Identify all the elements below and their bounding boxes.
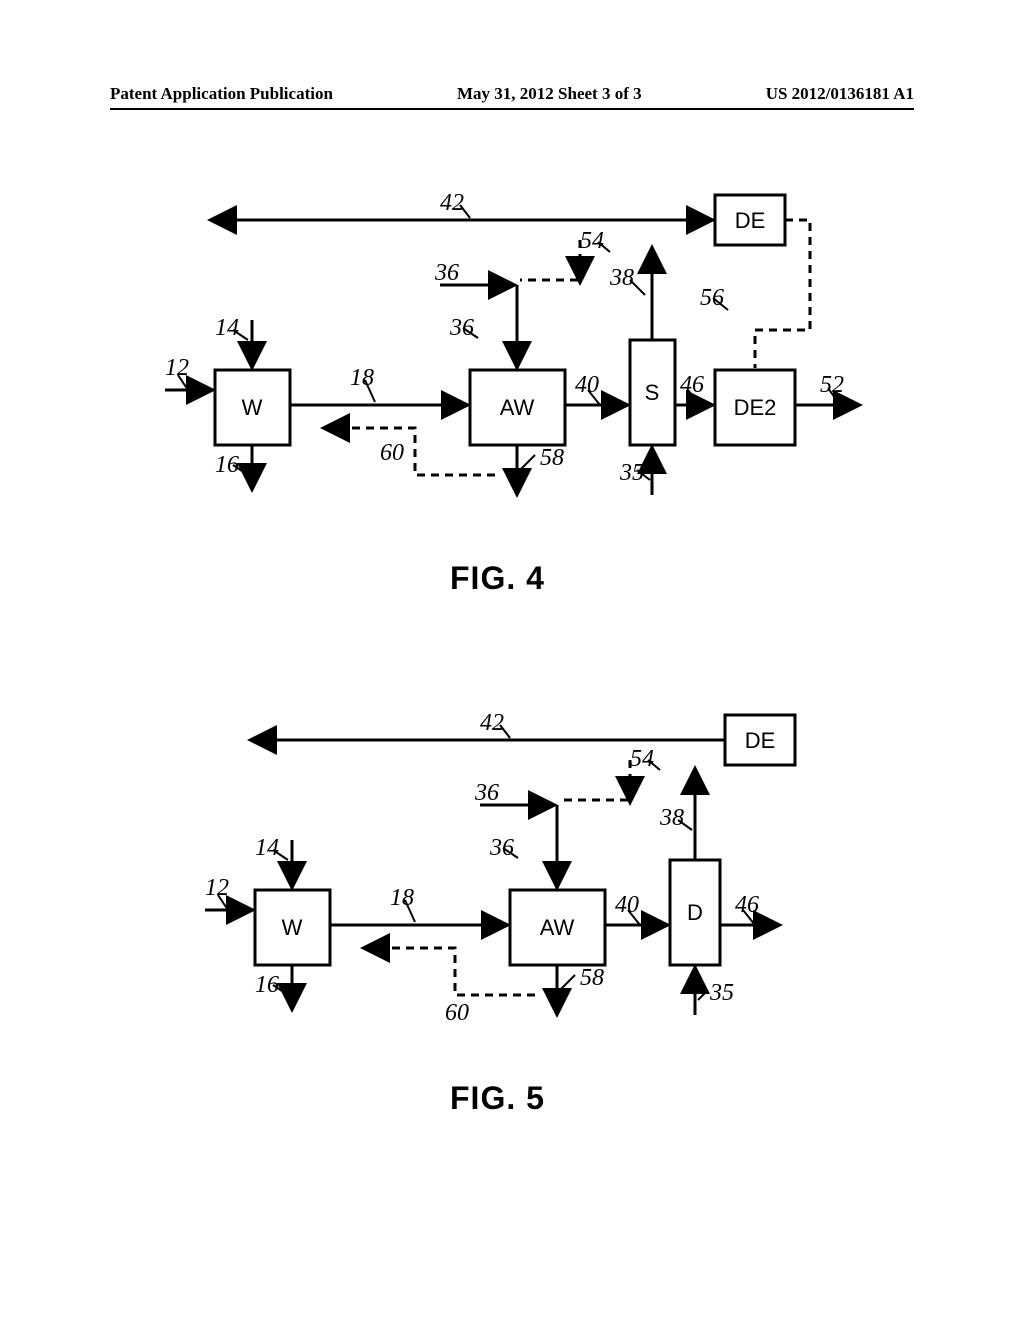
box-aw: AW [500, 395, 535, 420]
ref-14: 14 [215, 315, 239, 341]
ref-40: 40 [575, 372, 599, 398]
box-s: S [645, 380, 660, 405]
ref-16: 16 [215, 452, 239, 478]
ref-18: 18 [390, 885, 414, 911]
header-left: Patent Application Publication [110, 84, 333, 104]
box-de2: DE2 [734, 395, 777, 420]
ref-60: 60 [445, 1000, 469, 1026]
box-w: W [242, 395, 263, 420]
header-center: May 31, 2012 Sheet 3 of 3 [457, 84, 642, 104]
ref-36b: 36 [489, 835, 514, 861]
patent-header: Patent Application Publication May 31, 2… [0, 84, 1024, 104]
ref-14: 14 [255, 835, 279, 861]
ref-18: 18 [350, 365, 374, 391]
ref-46: 46 [735, 892, 759, 918]
ref-40: 40 [615, 892, 639, 918]
header-right: US 2012/0136181 A1 [766, 84, 914, 104]
ref-52: 52 [820, 372, 844, 398]
ref-38: 38 [659, 805, 684, 831]
fig4-label: FIG. 4 [450, 560, 545, 597]
fig5-label: FIG. 5 [450, 1080, 545, 1117]
ref-38: 38 [609, 265, 634, 291]
ref-35: 35 [619, 460, 644, 486]
ref-36a: 36 [434, 260, 459, 286]
ref-36a: 36 [474, 780, 499, 806]
header-rule [110, 108, 914, 110]
ref-54: 54 [630, 746, 654, 772]
ref-42: 42 [480, 710, 504, 736]
ref-58: 58 [540, 445, 564, 471]
figure-5: W AW D DE 12 14 16 18 36 36 38 40 42 46 … [200, 700, 880, 1070]
ref-42: 42 [440, 190, 464, 216]
ref-54: 54 [580, 228, 604, 254]
ref-16: 16 [255, 972, 279, 998]
box-de: DE [745, 728, 776, 753]
ref-35: 35 [709, 980, 734, 1006]
ref-12: 12 [165, 355, 189, 381]
box-w: W [282, 915, 303, 940]
ref-60: 60 [380, 440, 404, 466]
ref-46: 46 [680, 372, 704, 398]
box-d: D [687, 900, 703, 925]
box-de: DE [735, 208, 766, 233]
ref-58: 58 [580, 965, 604, 991]
figure-4: W AW S DE2 DE [160, 180, 920, 560]
ref-36b: 36 [449, 315, 474, 341]
ref-56: 56 [700, 285, 724, 311]
box-aw: AW [540, 915, 575, 940]
ref-12: 12 [205, 875, 229, 901]
